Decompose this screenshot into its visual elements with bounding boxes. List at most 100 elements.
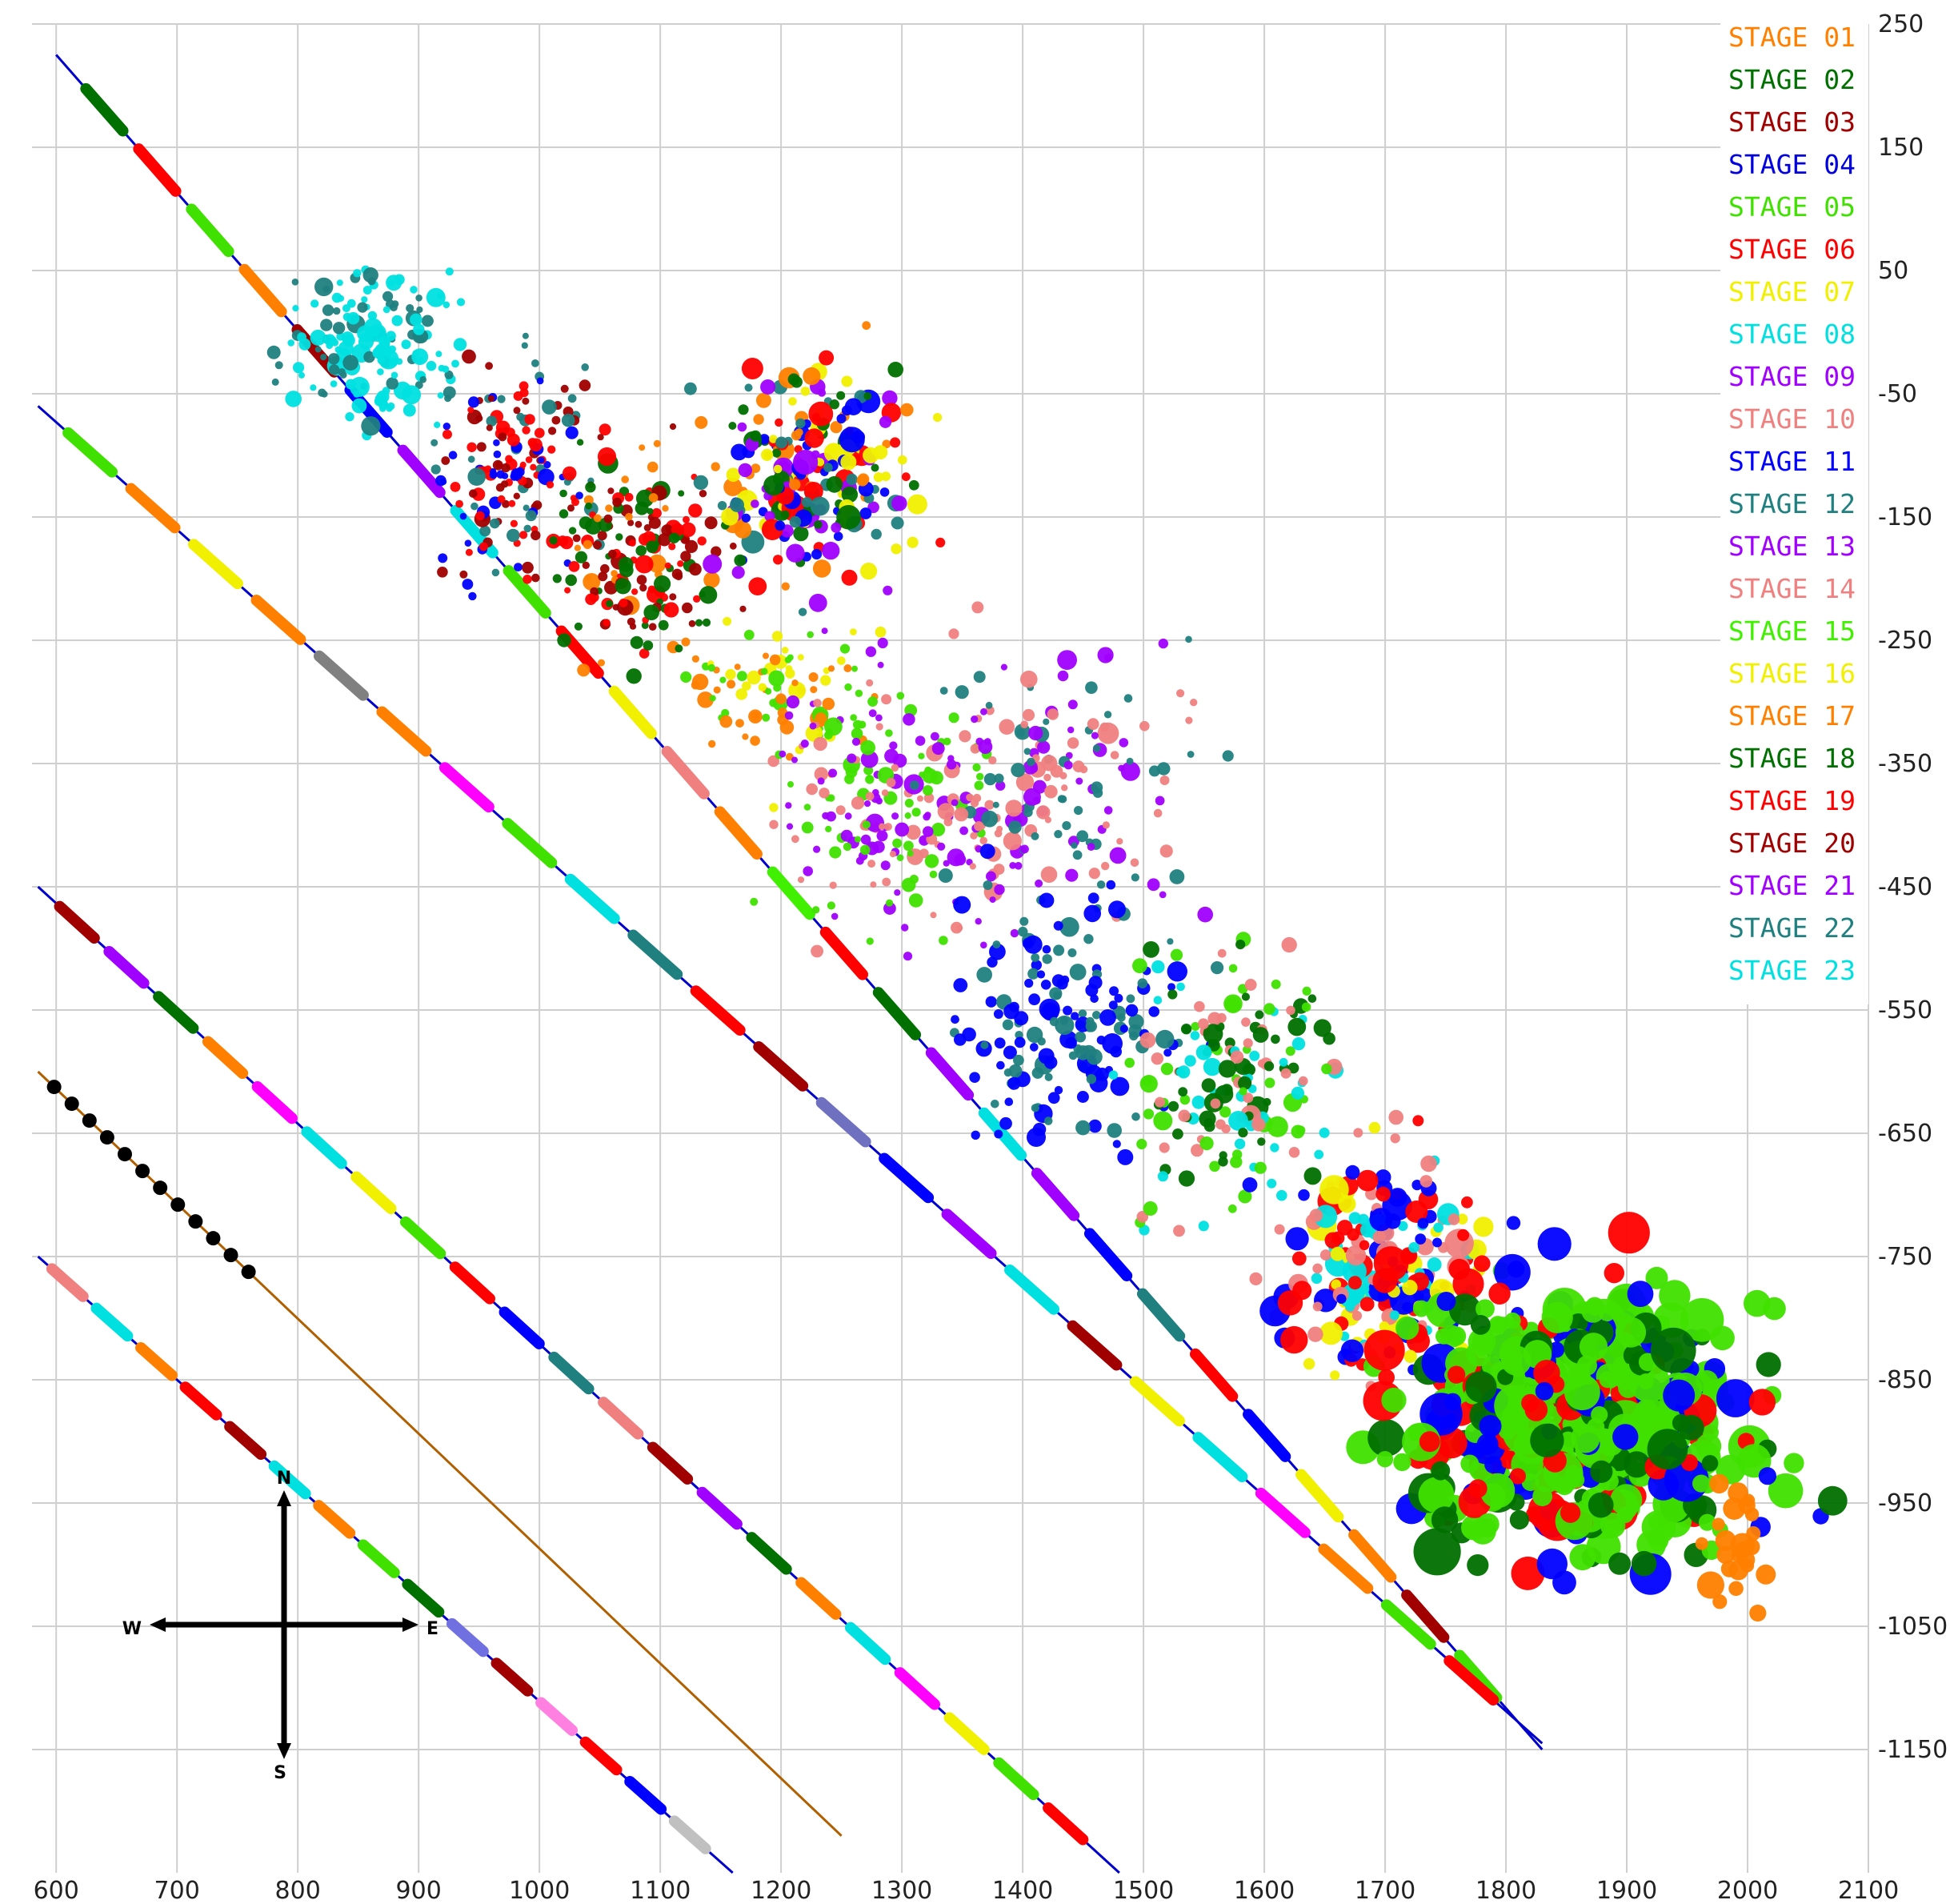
event-point <box>1357 1213 1369 1225</box>
legend-item: STAGE 21 <box>1728 870 1856 901</box>
event-point <box>938 868 953 883</box>
event-point <box>521 342 528 349</box>
event-point <box>579 516 592 530</box>
event-point <box>1695 1537 1708 1550</box>
event-point <box>372 347 383 359</box>
event-point <box>513 391 523 401</box>
event-point <box>1418 1477 1455 1513</box>
event-point <box>1014 862 1023 870</box>
y-tick-label: -550 <box>1878 996 1932 1024</box>
event-point <box>390 303 398 311</box>
event-point <box>731 443 747 461</box>
event-point <box>1203 1118 1213 1128</box>
event-point <box>1608 1552 1632 1575</box>
event-point <box>980 941 987 949</box>
event-point <box>1659 1280 1691 1312</box>
wellbores <box>37 54 1544 1874</box>
legend-item: STAGE 18 <box>1728 743 1856 774</box>
event-point <box>469 489 478 498</box>
event-point <box>534 427 545 439</box>
event-point <box>450 482 461 492</box>
event-point <box>1031 953 1040 962</box>
event-point <box>467 467 486 486</box>
event-point <box>1085 681 1098 694</box>
event-point <box>922 768 938 784</box>
event-point <box>1112 1140 1121 1148</box>
event-point <box>1452 1268 1484 1300</box>
event-point <box>1087 892 1099 904</box>
event-point <box>1118 764 1125 772</box>
event-point <box>1336 1220 1353 1236</box>
event-point <box>437 392 444 399</box>
event-point <box>1027 968 1039 980</box>
event-point <box>1560 1502 1581 1523</box>
event-point <box>1291 1037 1306 1051</box>
compass-label-north: N <box>277 1469 291 1489</box>
event-point <box>402 403 416 417</box>
well-e-stage-segment <box>535 1697 579 1736</box>
event-point <box>1351 1310 1363 1321</box>
event-point <box>973 671 986 683</box>
event-point <box>585 482 596 493</box>
well-a-stage-segment <box>1190 1348 1239 1402</box>
event-point <box>559 489 567 498</box>
event-point <box>691 655 700 663</box>
event-point <box>1116 838 1123 845</box>
y-tick-label: -1050 <box>1878 1613 1948 1641</box>
event-point <box>1446 1326 1467 1346</box>
event-point <box>1102 821 1110 829</box>
well-b-stage-segment <box>879 1152 935 1204</box>
x-tick-label: 1700 <box>1355 1877 1415 1904</box>
event-point <box>522 397 530 405</box>
event-point <box>689 563 702 576</box>
event-point <box>651 507 662 519</box>
event-point <box>331 292 342 303</box>
event-point <box>1443 1393 1462 1411</box>
event-point <box>1040 980 1051 990</box>
legend-item: STAGE 13 <box>1728 531 1856 562</box>
event-point <box>1076 1091 1089 1103</box>
event-point <box>310 299 319 308</box>
event-point <box>797 876 805 884</box>
well-c-stage-segment <box>202 1036 249 1080</box>
well-b-stage-segment <box>313 650 369 701</box>
event-point <box>999 719 1015 735</box>
event-point <box>1043 718 1050 725</box>
event-point <box>879 487 890 497</box>
event-point <box>579 379 591 391</box>
event-point <box>741 513 751 523</box>
event-point <box>717 501 727 511</box>
event-point <box>1524 1398 1548 1421</box>
event-point <box>1067 726 1075 734</box>
event-point <box>1230 1050 1244 1064</box>
event-point <box>769 803 779 812</box>
event-point <box>568 561 580 572</box>
event-point <box>1298 1076 1308 1086</box>
event-point <box>536 377 544 385</box>
well-e-stage-segment <box>624 1776 667 1815</box>
event-point <box>793 526 809 542</box>
legend-item: STAGE 17 <box>1728 700 1856 732</box>
event-point <box>856 475 869 487</box>
event-point <box>1768 1473 1804 1509</box>
event-point <box>1817 1485 1848 1516</box>
event-point <box>1225 996 1241 1012</box>
event-point <box>881 694 892 705</box>
event-point <box>1092 744 1101 752</box>
event-point <box>731 566 745 579</box>
event-point <box>1008 1064 1023 1078</box>
event-point <box>1568 1313 1588 1333</box>
event-point <box>402 385 422 405</box>
event-point <box>448 451 458 459</box>
well-b-stage-segment <box>1192 1432 1248 1482</box>
event-point <box>583 539 592 550</box>
event-point <box>292 305 299 312</box>
event-point <box>851 796 865 810</box>
event-point <box>648 623 657 631</box>
event-point <box>1415 1233 1427 1245</box>
event-point <box>1288 1147 1300 1158</box>
event-point <box>758 683 767 691</box>
event-point <box>581 363 589 371</box>
event-point <box>1155 1029 1175 1049</box>
event-point <box>1099 722 1110 732</box>
